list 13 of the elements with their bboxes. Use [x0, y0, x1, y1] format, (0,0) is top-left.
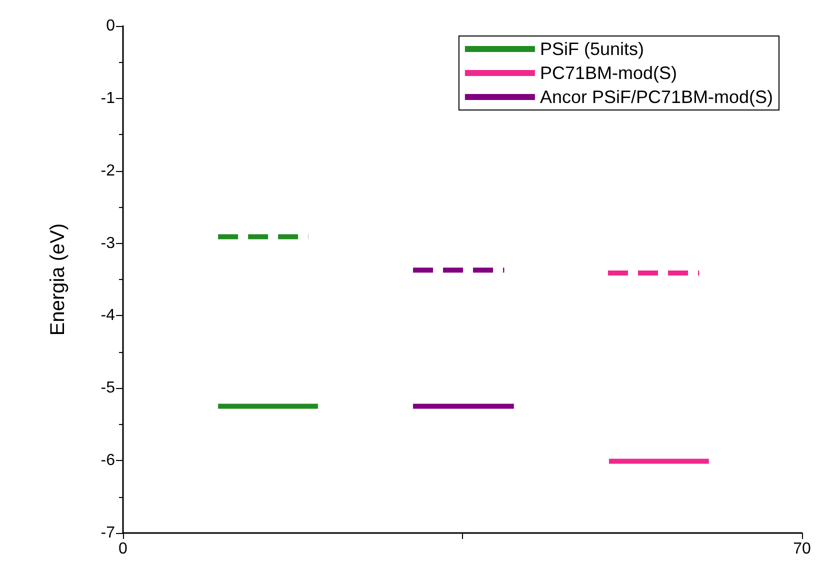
y-tick-label: -5	[100, 380, 116, 397]
y-tick-label: 0	[106, 18, 116, 34]
y-tick-label: -2	[100, 162, 116, 180]
legend-label: Ancor PSiF/PC71BM-mod(S)	[540, 87, 774, 107]
y-tick-label: -4	[100, 307, 116, 324]
y-axis-title: Energia (eV)	[47, 223, 69, 336]
legend-label: PSiF (5units)	[540, 39, 644, 59]
legend-label: PC71BM-mod(S)	[540, 63, 677, 83]
y-tick-label: -1	[100, 90, 116, 107]
y-tick-label: -6	[100, 452, 116, 470]
x-tick-label: 70	[793, 540, 811, 558]
y-tick-label: -7	[100, 524, 116, 542]
y-tick-label: -3	[100, 234, 116, 252]
